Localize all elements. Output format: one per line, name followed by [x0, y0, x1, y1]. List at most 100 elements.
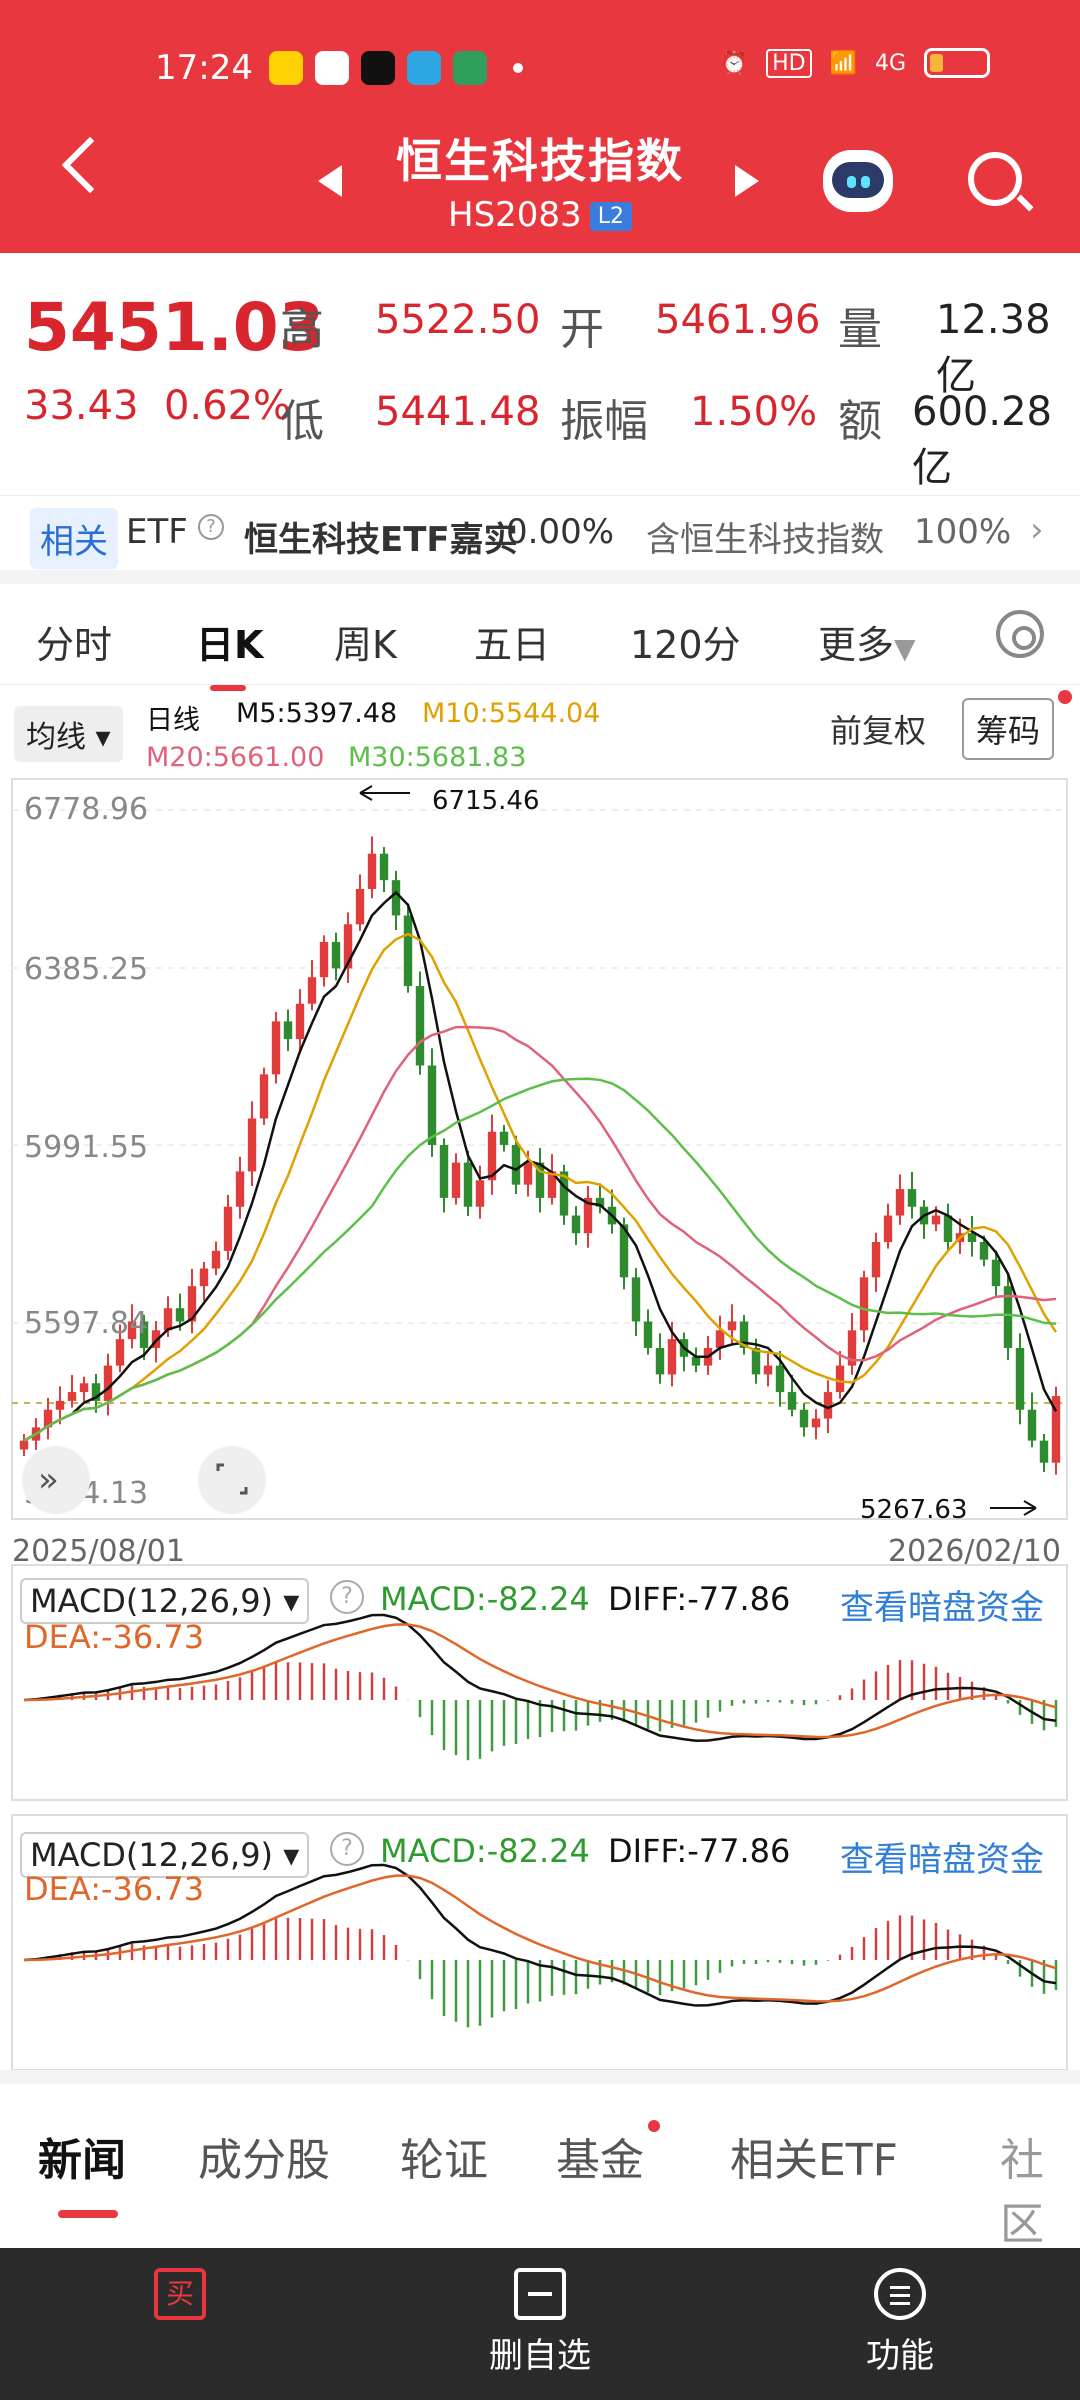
app-header: 17:24 ⏰ HD 📶 4G 恒生科技指数 HS2083 L2 [0, 0, 1080, 253]
page-title: 恒生科技指数 [396, 134, 684, 188]
candle-body [655, 1347, 665, 1375]
tab-funds[interactable]: 基金 [556, 2135, 644, 2186]
expand-left-icon [22, 1446, 90, 1514]
search-icon[interactable] [968, 152, 1022, 206]
volume-value: 12.38亿 [936, 297, 1051, 399]
tab-120min[interactable]: 120分 [630, 623, 741, 667]
high-mark-label: 6715.46 [432, 786, 540, 816]
open-label: 开 [560, 304, 604, 355]
last-price: 5451.03 [24, 289, 325, 366]
candle-body [427, 1065, 437, 1145]
buy-button[interactable]: 买 [80, 2268, 280, 2328]
y-tick-3: 5597.84 [24, 1306, 148, 1341]
tab-intraday[interactable]: 分时 [36, 623, 113, 667]
macd-value-1: MACD:-82.24 [380, 1580, 590, 1618]
candle-body [79, 1383, 89, 1393]
candle-body [451, 1162, 461, 1198]
candle-body [583, 1197, 593, 1234]
diff-value-2: DIFF:-77.86 [608, 1832, 791, 1870]
candle-body [67, 1392, 77, 1401]
amplitude-value: 1.50% [690, 389, 818, 435]
related-tag: 相关 [30, 508, 118, 569]
buy-icon: 买 [154, 2268, 206, 2320]
dark-pool-link-1[interactable]: 查看暗盘资金 [840, 1588, 1044, 1628]
y-tick-2: 5991.55 [24, 1130, 148, 1165]
macd-label-1: MACD(12,26,9) [30, 1582, 274, 1620]
amount-label: 额 [838, 396, 882, 447]
remove-watchlist-button[interactable]: 删自选 [440, 2268, 640, 2377]
tiktok-icon [360, 51, 395, 85]
candle-body [739, 1321, 749, 1348]
candle-body [871, 1242, 881, 1278]
tab-daily-k[interactable]: 日K [196, 614, 263, 691]
help-icon[interactable]: ? [198, 514, 224, 540]
adjust-label[interactable]: 前复权 [830, 712, 927, 750]
candle-body [631, 1277, 641, 1322]
candle-body [235, 1171, 245, 1207]
battery-icon [924, 48, 990, 78]
status-time: 17:24 [155, 48, 253, 88]
stock-code: HS2083 L2 [0, 195, 1080, 235]
candle-body [127, 1321, 137, 1340]
candle-body [991, 1259, 1001, 1287]
macd-value-2: MACD:-82.24 [380, 1832, 590, 1870]
macd-help-icon-1[interactable]: ? [330, 1580, 364, 1614]
tab-weekly-k[interactable]: 周K [334, 623, 397, 667]
tab-more[interactable]: 更多▼ [818, 614, 916, 669]
candle-body [1015, 1347, 1025, 1410]
x-start-label: 2025/08/01 [12, 1534, 185, 1569]
high-label: 高 [280, 304, 324, 355]
ma30-line [23, 1077, 1057, 1442]
chips-button[interactable]: 筹码 [962, 698, 1055, 760]
candle-body [343, 924, 353, 969]
candles-group [19, 836, 1061, 1475]
macd-help-icon-2[interactable]: ? [330, 1832, 364, 1866]
settings-icon[interactable] [996, 610, 1044, 658]
tab-news[interactable]: 新闻 [38, 2124, 126, 2218]
candle-body [211, 1250, 221, 1269]
candle-body [595, 1197, 605, 1207]
tab-related-etf[interactable]: 相关ETF [730, 2135, 898, 2186]
tab-community[interactable]: 社区 [1000, 2135, 1044, 2250]
candle-body [319, 941, 329, 978]
assistant-robot-icon[interactable] [823, 150, 893, 212]
next-stock-icon[interactable] [735, 165, 759, 197]
m30-label: M30:5681.83 [348, 742, 527, 773]
candle-body [55, 1400, 65, 1410]
macd-selector-2[interactable]: MACD(12,26,9) ▾ [20, 1832, 310, 1878]
candle-body [883, 1215, 893, 1243]
bank-icon [452, 51, 487, 85]
ma-selector-label: 均线 [26, 720, 86, 755]
dea-line [23, 1874, 1057, 2003]
high-value: 5522.50 [375, 297, 541, 343]
ma-selector[interactable]: 均线 ▾ [14, 706, 123, 762]
candle-body [91, 1383, 101, 1401]
prev-stock-icon[interactable] [318, 165, 342, 197]
info-tabs: 新闻 成分股 轮证 基金 相关ETF 社区 [0, 2070, 1080, 2250]
y-tick-1: 6385.25 [24, 952, 148, 987]
candle-body [1003, 1286, 1013, 1348]
tab-five-day[interactable]: 五日 [474, 623, 551, 667]
kline-chart[interactable]: 6778.96 6385.25 5991.55 5597.84 5204.13 … [0, 775, 1080, 2070]
tab-warrants[interactable]: 轮证 [400, 2135, 488, 2186]
bottom-nav: 买 删自选 功能 [0, 2248, 1080, 2400]
related-etf-bar[interactable]: 相关 ETF ? 恒生科技ETF嘉实 0.00% 含恒生科技指数 100% › [0, 495, 1080, 570]
candle-body [775, 1365, 785, 1393]
candle-body [463, 1162, 473, 1207]
funds-dot [648, 2120, 660, 2132]
price-change: 33.43 0.62% [24, 383, 291, 429]
dropdown-icon: ▼ [894, 632, 916, 665]
candle-body [1039, 1440, 1049, 1463]
dea-value-2: DEA:-36.73 [24, 1870, 205, 1908]
candle-body [943, 1215, 953, 1243]
candle-body [763, 1365, 773, 1375]
functions-button[interactable]: 功能 [800, 2268, 1000, 2377]
candle-body [1027, 1409, 1037, 1441]
period-tabs: 分时 日K 周K 五日 120分 更多▼ [0, 590, 1080, 691]
diff-value-1: DIFF:-77.86 [608, 1580, 791, 1618]
tab-more-label: 更多 [818, 623, 895, 667]
candle-body [751, 1347, 761, 1375]
dark-pool-link-2[interactable]: 查看暗盘资金 [840, 1840, 1044, 1880]
macd-selector-1[interactable]: MACD(12,26,9) ▾ [20, 1578, 310, 1624]
tab-constituents[interactable]: 成分股 [198, 2135, 330, 2186]
